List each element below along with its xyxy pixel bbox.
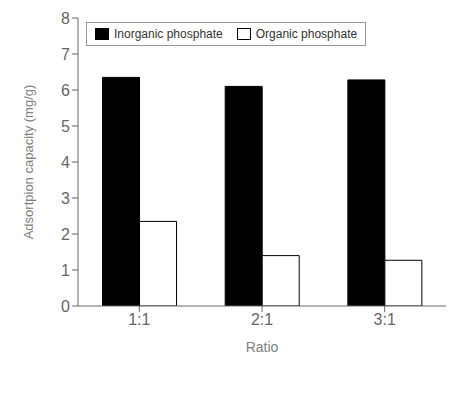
svg-text:Ratio: Ratio	[246, 339, 279, 355]
svg-text:2: 2	[61, 226, 70, 243]
svg-text:3: 3	[61, 190, 70, 207]
svg-text:5: 5	[61, 118, 70, 135]
svg-text:8: 8	[61, 10, 70, 27]
svg-text:0: 0	[61, 298, 70, 315]
html-text:Organic phosphate: Organic phosphate	[255, 27, 358, 41]
svg-text:4: 4	[61, 154, 70, 171]
svg-text:1:1: 1:1	[128, 311, 150, 328]
svg-text:1: 1	[61, 262, 70, 279]
html-text:Inorganic phosphate: Inorganic phosphate	[114, 27, 223, 41]
svg-text:6: 6	[61, 82, 70, 99]
svg-text:7: 7	[61, 46, 70, 63]
svg-text:3:1: 3:1	[374, 311, 396, 328]
svg-text:2:1: 2:1	[251, 311, 273, 328]
svg-text:Adsortpion capacity (mg/g): Adsortpion capacity (mg/g)	[21, 85, 36, 240]
